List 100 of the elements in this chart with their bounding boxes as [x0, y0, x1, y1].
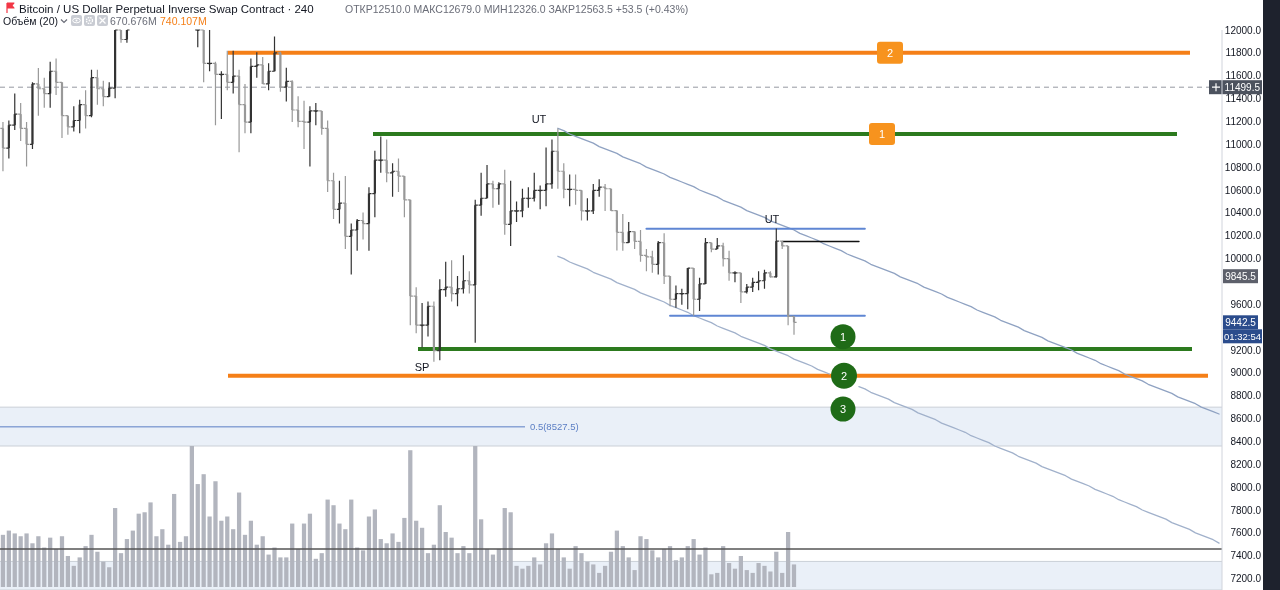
y-tick-label: 10400.0	[1224, 207, 1262, 219]
y-tick-label: 11000.0	[1225, 138, 1262, 150]
bar	[656, 557, 661, 587]
bar	[6, 530, 11, 587]
bar	[496, 548, 501, 587]
text: ОТКР12510.0 МАКС12679.0 МИН12326.0 ЗАКР12563.5 +53.5 (+0.43%)	[345, 3, 689, 15]
y-tick-label: 9200.0	[1230, 344, 1262, 356]
bar	[107, 567, 112, 587]
bar	[414, 520, 419, 587]
bar	[425, 553, 431, 587]
annotation: UT	[531, 113, 547, 126]
y-tick-label: 7400.0	[1230, 550, 1262, 562]
bar	[118, 553, 124, 587]
bar	[290, 523, 295, 587]
bar	[726, 563, 732, 587]
y-tick-label: 7600.0	[1230, 527, 1262, 539]
bar	[502, 508, 507, 587]
bar	[189, 446, 194, 587]
bar	[124, 539, 130, 587]
bar	[538, 564, 543, 587]
bar	[53, 548, 59, 587]
bar	[597, 572, 602, 587]
y-tick-label: 11600.0	[1225, 70, 1262, 82]
bar	[685, 546, 690, 587]
ref-line-label: 0.5(8527.5)	[530, 421, 579, 433]
y-tick-label: 10000.0	[1224, 253, 1262, 265]
bar	[473, 446, 478, 587]
y-tick-label: 8400.0	[1230, 435, 1262, 447]
bar	[555, 548, 560, 587]
text: 01:32:54	[1224, 330, 1261, 342]
bar	[242, 534, 248, 587]
bar	[372, 509, 377, 587]
annotation: 3	[839, 403, 847, 416]
y-tick-label: 9600.0	[1230, 298, 1262, 310]
bar	[549, 533, 555, 587]
annotation: SP	[414, 361, 430, 373]
bar	[349, 499, 354, 587]
line-series	[557, 127, 1220, 415]
y-tick-label: 10800.0	[1224, 161, 1262, 173]
y-tick-label: 11800.0	[1225, 47, 1262, 59]
bar	[307, 513, 313, 587]
bar	[183, 536, 189, 587]
bar	[231, 529, 236, 587]
bar	[313, 558, 318, 587]
bar	[248, 520, 254, 587]
bar	[112, 508, 118, 587]
y-tick-label: 12000.0	[1224, 24, 1262, 36]
bar	[236, 492, 242, 587]
bar	[608, 551, 614, 587]
bar	[378, 539, 383, 587]
annotation: UT	[764, 213, 780, 226]
y-tick-label: 8200.0	[1230, 458, 1262, 470]
bar	[12, 533, 17, 587]
bar	[172, 493, 177, 587]
y-tick-label: 8800.0	[1230, 390, 1262, 402]
bar	[195, 484, 200, 587]
bar	[71, 565, 76, 587]
bar	[48, 537, 53, 587]
bar	[721, 546, 726, 587]
bar	[479, 519, 484, 587]
bar	[419, 527, 425, 587]
ref-line-label: 11499.5	[1224, 81, 1261, 93]
y-tick-label: 8000.0	[1230, 481, 1262, 493]
y-tick-label: 7800.0	[1230, 504, 1262, 516]
y-tick-label: 11200.0	[1225, 115, 1262, 127]
bar	[301, 523, 307, 587]
text: Объём (20)	[3, 15, 59, 27]
bar	[620, 546, 625, 587]
bar	[662, 548, 667, 587]
annotation: 2	[840, 369, 848, 382]
bar	[437, 505, 442, 587]
bar	[780, 572, 785, 587]
annotation: 1	[839, 330, 847, 343]
bar	[732, 568, 738, 587]
bar	[785, 532, 791, 587]
y-tick-label: 9000.0	[1230, 367, 1262, 379]
bar	[59, 536, 65, 587]
bar	[667, 546, 673, 587]
annotation: 1	[878, 128, 886, 140]
y-tick-label: 11400.0	[1225, 93, 1262, 105]
bar	[490, 554, 496, 587]
bar	[177, 541, 183, 587]
bar	[360, 550, 366, 587]
bar	[738, 555, 743, 587]
bar	[366, 516, 372, 587]
bar	[136, 513, 141, 587]
bar	[673, 560, 679, 587]
chart-title: Bitcoin / US Dollar Perpetual Inverse Swap Contract · 240	[19, 3, 314, 15]
bar	[614, 530, 620, 587]
text: 740.107M	[160, 15, 207, 27]
text: 9442.5	[1225, 316, 1257, 328]
y-tick-label: 8600.0	[1230, 413, 1262, 425]
bar	[561, 557, 566, 587]
bar	[484, 548, 490, 587]
y-tick-label: 10200.0	[1224, 230, 1262, 242]
bar	[296, 548, 301, 587]
bar	[543, 543, 549, 587]
bar	[744, 570, 749, 587]
bar	[679, 557, 684, 587]
bar	[715, 572, 720, 587]
